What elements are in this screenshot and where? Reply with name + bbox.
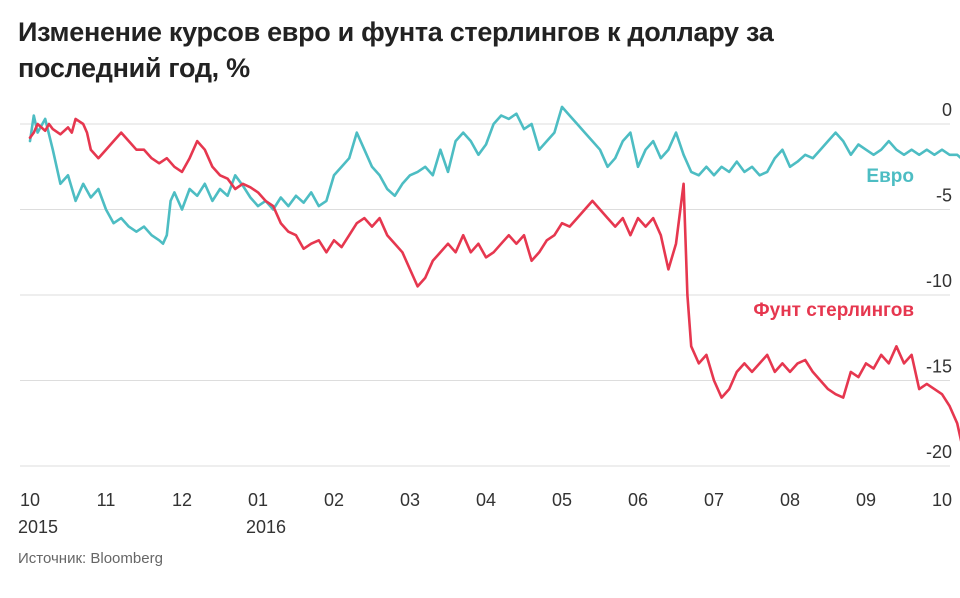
x-axis-ticks: 10 2015 11 12 01 2016 02 03 04 05 06 07 08 09 10 xyxy=(18,490,952,537)
x-tick-label: 02 xyxy=(324,490,344,510)
y-tick-label: -15 xyxy=(926,357,952,377)
series-label-pound: Фунт стерлингов xyxy=(753,300,914,321)
x-tick-label: 07 xyxy=(704,490,724,510)
series-label-euro: Евро xyxy=(866,166,914,187)
x-tick-label: 11 xyxy=(97,490,116,510)
series-lines xyxy=(28,105,960,442)
x-tick-label: 03 xyxy=(400,490,420,510)
series-labels: Евро Фунт стерлингов xyxy=(753,166,914,321)
source-note: Источник: Bloomberg xyxy=(18,550,163,567)
series-line-euro xyxy=(28,105,960,245)
x-tick-label: 06 xyxy=(628,490,648,510)
x-tick-label: 04 xyxy=(476,490,496,510)
y-tick-label: -20 xyxy=(926,442,952,462)
gridlines xyxy=(20,123,950,467)
series-line-pound xyxy=(28,117,960,442)
x-tick-year: 2016 xyxy=(246,517,286,537)
x-tick-year: 2015 xyxy=(18,517,58,537)
x-tick-label: 08 xyxy=(780,490,800,510)
x-tick-label: 01 xyxy=(248,490,268,510)
y-tick-label: -5 xyxy=(936,186,952,206)
x-tick-label: 10 xyxy=(932,490,952,510)
chart-title: Изменение курсов евро и фунта стерлингов… xyxy=(18,17,774,83)
y-tick-label: -10 xyxy=(926,271,952,291)
x-tick-label: 05 xyxy=(552,490,572,510)
x-tick-label: 09 xyxy=(856,490,876,510)
y-axis-ticks: 0 -5 -10 -15 -20 xyxy=(926,100,952,462)
x-tick-label: 12 xyxy=(172,490,192,510)
y-tick-label: 0 xyxy=(942,100,952,120)
x-tick-label: 10 xyxy=(20,490,40,510)
